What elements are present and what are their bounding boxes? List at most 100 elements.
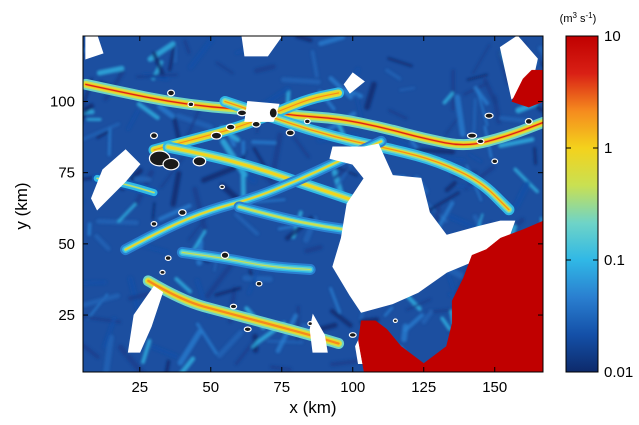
y-tick-label: 50 <box>58 236 75 253</box>
texture-streak <box>170 170 182 207</box>
texture-streak <box>103 334 114 372</box>
texture-streak <box>117 344 145 372</box>
plot-area <box>83 36 543 372</box>
x-tick-label: 50 <box>202 379 219 396</box>
texture-streak <box>191 230 207 253</box>
texture-streak <box>513 180 531 209</box>
lake-marker <box>268 107 278 119</box>
lake-marker <box>243 326 252 333</box>
texture-streak <box>83 103 94 115</box>
texture-streak <box>216 329 244 359</box>
texture-streak <box>442 91 455 105</box>
no-data-region <box>329 143 516 313</box>
x-tick-label: 125 <box>411 379 436 396</box>
texture-streak <box>102 316 117 349</box>
texture-streak <box>179 356 196 372</box>
texture-streak <box>270 132 283 176</box>
lake-marker <box>164 255 172 261</box>
lake-marker <box>476 138 485 145</box>
texture-streak <box>201 164 238 183</box>
texture-streak <box>177 329 203 366</box>
texture-streak <box>96 218 139 226</box>
texture-streak <box>468 153 483 163</box>
texture-streak <box>188 37 214 70</box>
texture-streak <box>234 339 256 366</box>
lake-marker <box>178 209 187 216</box>
texture-streak <box>421 309 434 325</box>
texture-streak <box>473 86 489 106</box>
texture-streak <box>401 323 409 343</box>
y-axis-ticks: 25 50 75 100 <box>50 93 543 324</box>
lake-marker <box>255 280 263 287</box>
texture-streak <box>83 280 107 285</box>
texture-streak <box>539 60 543 68</box>
lakes <box>148 89 533 338</box>
lake-marker <box>484 112 494 119</box>
texture-streak <box>171 115 182 143</box>
texture-streak <box>158 203 192 222</box>
lake-marker <box>225 123 236 131</box>
texture-streak <box>472 98 477 134</box>
lake-marker <box>392 318 398 324</box>
lake-marker <box>348 332 357 338</box>
colorbar-tick-label: 1 <box>604 140 612 157</box>
x-tick-label: 100 <box>340 379 365 396</box>
texture-streak <box>513 167 539 194</box>
colorbar-tick-label: 0.1 <box>604 252 625 269</box>
texture-streak <box>295 36 313 43</box>
lake-marker <box>150 221 158 227</box>
texture-streak <box>117 202 137 223</box>
texture-streak <box>183 39 191 55</box>
no-data-region <box>343 72 365 94</box>
texture-streak <box>466 73 488 81</box>
y-tick-label: 100 <box>50 93 75 110</box>
texture-streak <box>83 122 120 141</box>
saturated-region <box>511 69 543 108</box>
lake-marker <box>491 158 499 165</box>
colorbar-tick-label: 0.01 <box>604 364 633 381</box>
x-tick-label: 75 <box>273 379 290 396</box>
texture-streak <box>83 109 95 115</box>
texture-streak <box>387 108 408 120</box>
texture-streak <box>96 130 109 139</box>
channel-line <box>147 280 340 345</box>
texture-streak <box>498 137 535 148</box>
texture-streak <box>318 36 346 47</box>
texture-streak <box>387 57 413 68</box>
no-data-region <box>127 285 164 353</box>
no-data-region <box>241 36 283 57</box>
no-data-region <box>309 313 328 353</box>
texture-streak <box>157 103 176 119</box>
lake-marker <box>220 251 230 259</box>
lake-marker <box>210 131 223 140</box>
texture-streak <box>328 76 354 100</box>
texture-streak <box>454 94 466 137</box>
lake-marker <box>285 129 295 137</box>
texture-streak <box>399 86 416 92</box>
texture-streak <box>385 68 402 81</box>
texture-streak <box>83 293 121 308</box>
no-data-region <box>90 149 141 211</box>
texture-streak <box>414 147 456 155</box>
texture-streak <box>215 61 234 75</box>
texture-streak <box>150 344 179 359</box>
colorbar: 10 1 0.1 0.01 (m3 s-1) <box>560 11 634 381</box>
x-tick-label: 25 <box>131 379 148 396</box>
texture-streak <box>472 43 491 75</box>
texture-streak <box>136 102 160 120</box>
texture-streak <box>329 286 342 314</box>
lake-marker <box>187 101 195 108</box>
texture-streak <box>498 115 532 124</box>
lake-marker <box>524 117 533 125</box>
plot-frame <box>82 35 544 373</box>
texture-streak <box>333 166 350 180</box>
texture-streak <box>242 275 273 282</box>
colorbar-frame <box>565 35 599 373</box>
saturated-regions <box>358 69 543 372</box>
texture-streak <box>141 338 152 364</box>
texture-streak <box>151 51 166 79</box>
texture-streak <box>440 316 452 331</box>
texture-streak <box>383 306 394 317</box>
texture-streak <box>405 298 432 311</box>
